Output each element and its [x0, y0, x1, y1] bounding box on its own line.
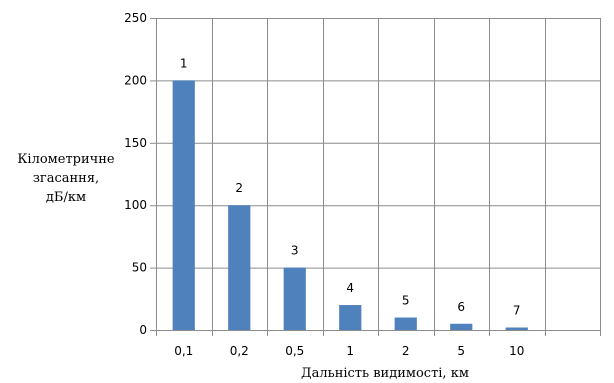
- bar: [172, 80, 195, 331]
- y-tick-label: 150: [124, 136, 147, 150]
- y-tick-label: 200: [124, 73, 147, 87]
- x-tick-label: 10: [509, 344, 524, 358]
- bar: [339, 305, 362, 330]
- x-tick-label: 1: [346, 344, 354, 358]
- y-tick-label: 250: [124, 11, 147, 25]
- data-label: 4: [346, 281, 354, 295]
- data-label: 1: [180, 56, 188, 70]
- data-labels: 1 2 3 4 5 6 7: [180, 56, 521, 317]
- bar: [450, 323, 473, 330]
- y-axis-title-line-3: дБ/км: [46, 190, 86, 205]
- bar: [505, 327, 528, 330]
- x-axis-title: Дальність видимості, км: [301, 366, 469, 381]
- x-tick-label: 0,5: [285, 344, 304, 358]
- data-label: 2: [235, 181, 243, 195]
- x-tick-label: 5: [457, 344, 465, 358]
- x-tick-label: 0,1: [174, 344, 193, 358]
- y-tick-label: 100: [124, 198, 147, 212]
- x-tick-label: 2: [402, 344, 410, 358]
- data-label: 7: [513, 304, 521, 318]
- x-tick-label: 0,2: [230, 344, 249, 358]
- data-label: 3: [291, 244, 299, 258]
- gridlines: [150, 18, 601, 336]
- y-axis-title-line-2: згасання,: [33, 171, 99, 186]
- tick-labels: 0 50 100 150 200 250 0,1 0,2 0,5 1 2 5 10: [124, 11, 524, 358]
- y-axis-title-line-1: Кілометричне: [17, 152, 115, 167]
- data-label: 6: [457, 300, 465, 314]
- bar: [283, 267, 306, 330]
- y-tick-label: 0: [139, 323, 147, 337]
- bar: [228, 205, 251, 330]
- data-label: 5: [402, 294, 410, 308]
- bar: [394, 317, 417, 330]
- y-tick-label: 50: [132, 261, 147, 275]
- bars: [172, 80, 528, 331]
